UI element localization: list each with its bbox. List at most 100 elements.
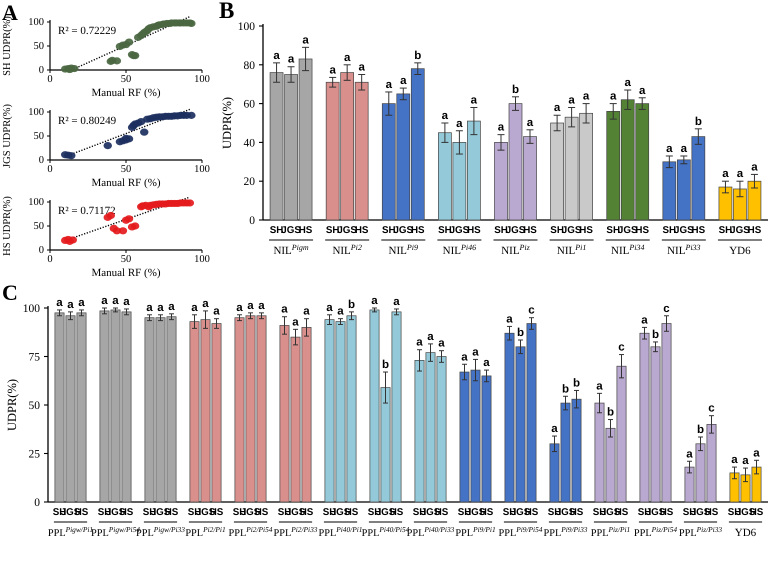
svg-text:a: a: [112, 295, 119, 307]
svg-text:Pi9: Pi9: [406, 243, 418, 252]
svg-text:Pi2/Pi54: Pi2/Pi54: [245, 525, 273, 534]
svg-text:a: a: [292, 316, 299, 328]
svg-text:a: a: [625, 77, 632, 89]
svg-text:a: a: [427, 331, 434, 343]
svg-text:HS: HS: [750, 507, 764, 518]
svg-text:b: b: [414, 50, 421, 62]
svg-text:b: b: [697, 424, 704, 436]
svg-text:a: a: [213, 306, 220, 318]
svg-text:a: a: [568, 94, 575, 106]
svg-text:50: 50: [121, 74, 132, 85]
svg-text:Pi2/Pi33: Pi2/Pi33: [290, 525, 318, 534]
svg-text:100: 100: [28, 197, 44, 208]
svg-text:a: a: [273, 50, 280, 62]
svg-text:a: a: [610, 91, 617, 103]
svg-text:100: 100: [28, 107, 44, 118]
svg-text:a: a: [639, 85, 646, 97]
svg-text:a: a: [337, 306, 344, 318]
svg-text:Pi1: Pi1: [574, 243, 586, 252]
svg-text:a: a: [157, 302, 164, 314]
svg-text:Pi46: Pi46: [460, 243, 476, 252]
svg-text:a: a: [67, 299, 74, 311]
svg-text:a: a: [326, 302, 333, 314]
svg-text:75: 75: [29, 352, 41, 364]
svg-text:Pi34: Pi34: [628, 243, 644, 252]
svg-text:JGS UDPR(%): JGS UDPR(%): [2, 104, 13, 168]
svg-text:Piz/Pi54: Piz/Pi54: [651, 525, 678, 534]
svg-text:UDPR(%): UDPR(%): [220, 97, 234, 149]
svg-text:Pi40/Pi33: Pi40/Pi33: [423, 525, 454, 534]
svg-text:a: a: [506, 313, 513, 325]
svg-text:Pigw/Pi1: Pigw/Pi1: [65, 525, 94, 534]
svg-text:HS: HS: [480, 507, 494, 518]
svg-text:a: a: [583, 91, 590, 103]
svg-text:HS: HS: [345, 507, 359, 518]
svg-text:50: 50: [34, 41, 45, 52]
svg-text:Pigm: Pigm: [291, 243, 309, 252]
svg-text:a: a: [288, 54, 295, 66]
svg-text:0: 0: [47, 164, 52, 175]
svg-text:Pi33: Pi33: [684, 243, 700, 252]
svg-text:50: 50: [29, 400, 41, 412]
svg-text:0: 0: [39, 155, 44, 166]
svg-text:NIL: NIL: [443, 245, 462, 257]
svg-text:a: a: [483, 357, 490, 369]
svg-text:SH UDPR(%): SH UDPR(%): [2, 16, 13, 76]
svg-text:PPL: PPL: [91, 528, 109, 539]
svg-text:0: 0: [39, 245, 44, 256]
svg-text:a: a: [78, 297, 85, 309]
svg-text:NIL: NIL: [667, 245, 686, 257]
svg-text:b: b: [517, 327, 524, 339]
svg-text:a: a: [751, 161, 758, 173]
svg-text:a: a: [442, 110, 449, 122]
svg-text:a: a: [400, 75, 407, 87]
svg-text:a: a: [56, 297, 63, 309]
svg-text:R² = 0.80249: R² = 0.80249: [58, 115, 117, 127]
svg-text:Piz: Piz: [519, 243, 531, 252]
svg-text:a: a: [344, 52, 351, 64]
svg-text:40: 40: [244, 137, 256, 149]
svg-text:a: a: [191, 302, 198, 314]
svg-text:HS: HS: [390, 507, 404, 518]
svg-text:b: b: [348, 299, 355, 311]
svg-text:a: a: [202, 298, 209, 310]
svg-text:a: a: [737, 168, 744, 180]
svg-text:YD6: YD6: [735, 527, 757, 539]
svg-text:HS: HS: [355, 225, 369, 236]
svg-text:b: b: [512, 84, 519, 96]
svg-text:Pi9/Pi1: Pi9/Pi1: [472, 525, 496, 534]
svg-text:HS: HS: [579, 225, 593, 236]
svg-text:b: b: [695, 116, 702, 128]
svg-text:YD6: YD6: [729, 245, 751, 257]
svg-text:Pi2: Pi2: [350, 243, 362, 252]
svg-text:a: a: [416, 337, 423, 349]
svg-text:a: a: [438, 338, 445, 350]
svg-text:HS: HS: [705, 507, 719, 518]
svg-text:PPL: PPL: [591, 528, 609, 539]
svg-text:Pigw/Pi33: Pigw/Pi33: [153, 525, 186, 534]
svg-text:a: a: [551, 423, 558, 435]
svg-text:a: a: [722, 168, 729, 180]
svg-text:50: 50: [34, 131, 45, 142]
svg-text:Pi9/Pi33: Pi9/Pi33: [560, 525, 588, 534]
svg-text:R² = 0.72229: R² = 0.72229: [58, 25, 117, 37]
svg-text:HS: HS: [299, 225, 313, 236]
svg-text:a: a: [742, 455, 749, 467]
svg-text:a: a: [472, 346, 479, 358]
svg-text:PPL: PPL: [679, 528, 697, 539]
svg-text:a: a: [554, 102, 561, 114]
svg-text:b: b: [562, 383, 569, 395]
svg-text:NIL: NIL: [611, 245, 630, 257]
svg-text:HS UDPR(%): HS UDPR(%): [2, 196, 13, 256]
svg-text:UDPR(%): UDPR(%): [5, 379, 19, 431]
svg-text:a: a: [731, 454, 738, 466]
svg-text:b: b: [607, 407, 614, 419]
svg-text:a: a: [527, 117, 534, 129]
svg-text:NIL: NIL: [389, 245, 408, 257]
svg-text:PPL: PPL: [318, 528, 336, 539]
svg-text:a: a: [386, 79, 393, 91]
svg-text:0: 0: [249, 215, 255, 227]
svg-text:HS: HS: [411, 225, 425, 236]
svg-text:HS: HS: [467, 225, 481, 236]
svg-text:100: 100: [194, 74, 210, 85]
